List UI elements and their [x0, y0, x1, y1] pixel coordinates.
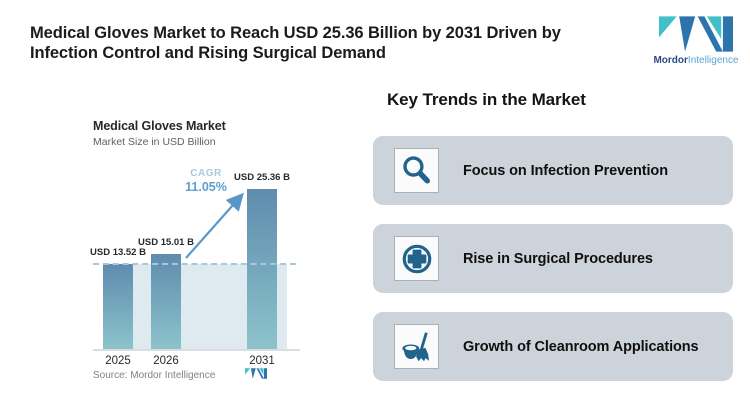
bar-chart-plot-area: USD 13.52 B USD 15.01 B USD 25.36 B CAGR… — [60, 105, 370, 349]
brand-logo: MordorIntelligence — [649, 16, 743, 66]
bar-value-label-2031: USD 25.36 B — [234, 172, 290, 183]
x-tick-2025: 2025 — [105, 355, 131, 367]
chart-title: Medical Gloves Market — [93, 119, 226, 133]
trend-label: Focus on Infection Prevention — [463, 162, 668, 179]
trend-card-infection-prevention: Focus on Infection Prevention — [373, 136, 733, 205]
icon-tile — [394, 324, 439, 369]
x-axis-line — [93, 349, 300, 351]
bar-value-label-2025: USD 13.52 B — [90, 247, 146, 258]
cagr-value: 11.05% — [185, 179, 227, 194]
magnifier-icon — [403, 156, 430, 184]
brand-name-light: Intelligence — [687, 55, 739, 66]
bucket-mop-icon — [402, 332, 429, 362]
x-tick-2031: 2031 — [249, 355, 275, 367]
chart-subtitle: Market Size in USD Billion — [93, 136, 216, 148]
icon-tile — [394, 236, 439, 281]
bar-value-label-2026: USD 15.01 B — [138, 237, 194, 248]
cagr-annotation: CAGR 11.05% — [178, 168, 234, 194]
trend-card-cleanroom-applications: Growth of Cleanroom Applications — [373, 312, 733, 381]
cagr-label: CAGR — [190, 168, 222, 179]
x-tick-2026: 2026 — [153, 355, 179, 367]
bar-2025 — [103, 264, 133, 349]
trends-heading: Key Trends in the Market — [387, 90, 586, 109]
page-title-line-1: Medical Gloves Market to Reach USD 25.36… — [30, 24, 561, 42]
brand-name-bold: Mordor — [653, 55, 688, 66]
brand-wordmark: MordorIntelligence — [649, 55, 743, 66]
dashed-reference-line — [93, 263, 296, 265]
medical-cross-icon — [402, 244, 432, 274]
page-title-line-2: Infection Control and Rising Surgical De… — [30, 43, 386, 62]
mini-logo-icon — [245, 368, 267, 379]
bar-2026 — [151, 254, 181, 349]
trend-card-surgical-procedures: Rise in Surgical Procedures — [373, 224, 733, 293]
market-chart-panel: Medical Gloves Market Market Size in USD… — [60, 105, 370, 403]
trend-label: Rise in Surgical Procedures — [463, 250, 653, 267]
growth-arrow-icon — [185, 192, 244, 259]
trend-label: Growth of Cleanroom Applications — [463, 338, 699, 355]
chart-source: Source: Mordor Intelligence — [93, 370, 216, 381]
icon-tile — [394, 148, 439, 193]
page-title: Medical Gloves Market to Reach USD 25.36… — [30, 24, 561, 63]
mordor-logo-mark-icon — [659, 16, 733, 52]
bar-2031 — [247, 189, 277, 349]
